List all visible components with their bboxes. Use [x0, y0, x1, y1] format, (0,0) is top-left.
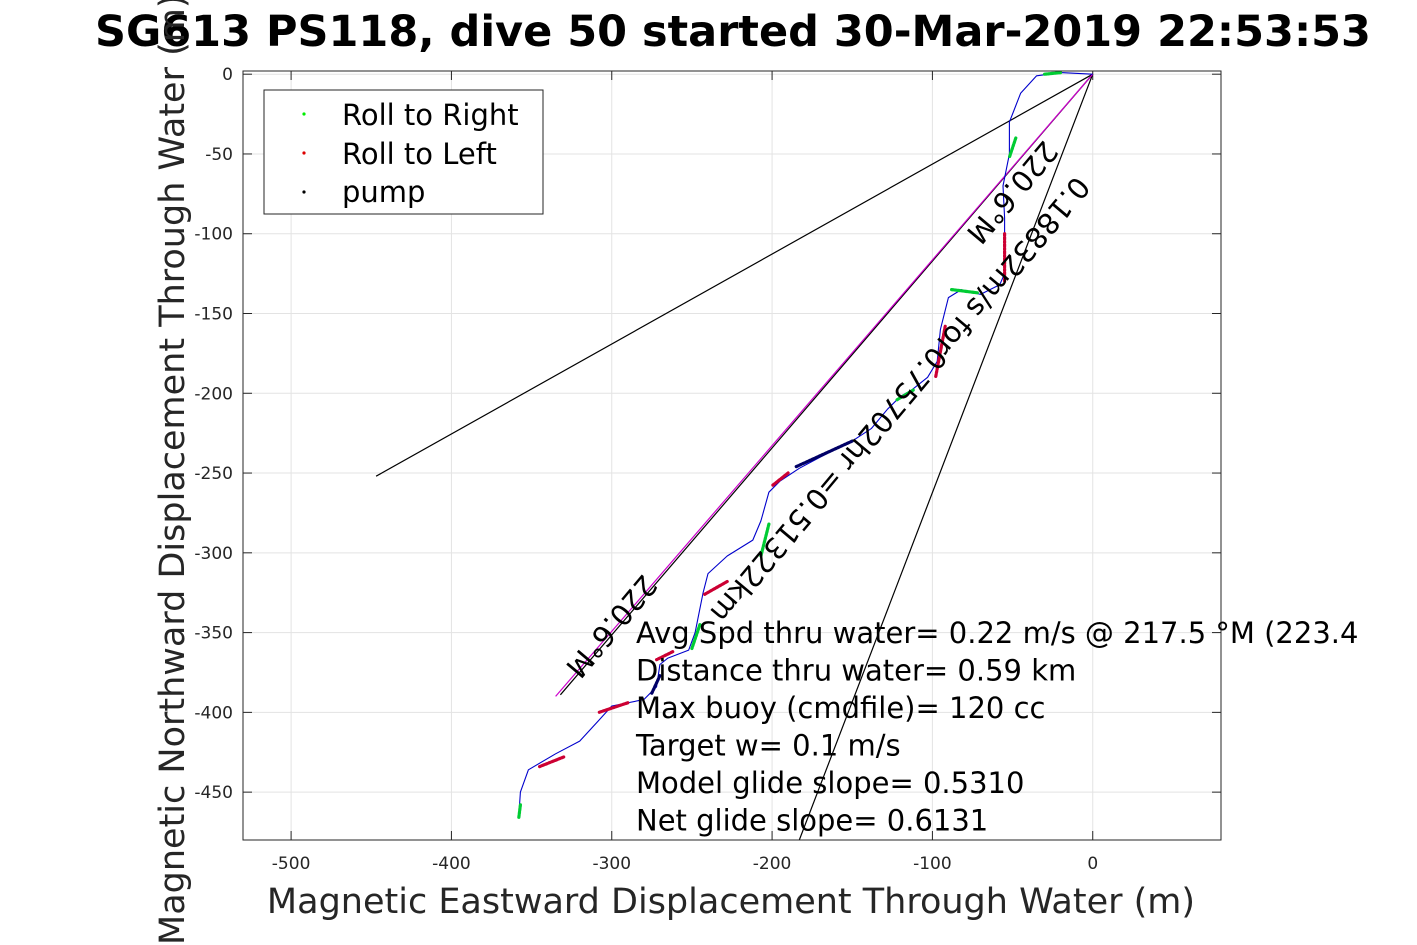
roll-left-segment	[597, 701, 630, 715]
y-tick-label: -350	[194, 624, 233, 644]
roll-left-segment	[537, 755, 566, 769]
legend-marker-pump	[302, 190, 306, 194]
stats-line: Max buoy (cmdfile)= 120 cc	[636, 691, 1045, 725]
x-tick-label: -400	[432, 854, 471, 874]
legend-label-roll-left: Roll to Left	[342, 137, 497, 171]
stats-line: Target w= 0.1 m/s	[635, 729, 901, 763]
y-tick-label: -400	[194, 703, 233, 723]
roll-left-segment	[654, 650, 675, 662]
pump-segment	[794, 439, 854, 469]
x-tick-label: -300	[592, 854, 631, 874]
y-tick-label: -300	[194, 544, 233, 564]
roll-right-segment	[690, 622, 702, 651]
reference-line	[798, 73, 1094, 840]
y-tick-label: -100	[194, 225, 233, 245]
x-tick-label: -100	[913, 854, 952, 874]
roll-right-segment	[1042, 71, 1063, 76]
x-tick-label: 0	[1087, 854, 1098, 874]
legend-marker-roll-left	[302, 151, 306, 155]
plot-area	[375, 71, 1094, 840]
y-tick-label: -200	[194, 384, 233, 404]
chart-title: SG613 PS118, dive 50 started 30-Mar-2019…	[95, 7, 1371, 57]
stats-annotations: Avg Spd thru water= 0.22 m/s @ 217.5 °M …	[635, 616, 1358, 838]
legend-box	[263, 89, 544, 215]
y-tick-label: -250	[194, 464, 233, 484]
roll-right-segment	[517, 803, 523, 820]
y-tick-label: -150	[194, 305, 233, 325]
roll-right-segment	[759, 522, 771, 558]
legend-label-pump: pump	[342, 175, 425, 209]
roll-left-segment	[933, 324, 947, 379]
y-ticks: 0 -50 -100 -150 -200 -250 -300 -350 -400 -450	[194, 65, 1221, 803]
y-axis-label: Magnetic Northward Displacement Through …	[153, 0, 193, 945]
roll-left-segment	[770, 471, 790, 488]
pump-segment	[650, 674, 662, 695]
x-tick-label: -200	[753, 854, 792, 874]
roll-left-segment	[703, 579, 729, 596]
roll-segments	[517, 71, 1063, 820]
x-ticks: -500 -400 -300 -200 -100 0	[272, 71, 1098, 874]
stats-line: Net glide slope= 0.6131	[636, 804, 988, 838]
roll-right-segment	[1007, 136, 1018, 159]
x-axis-label: Magnetic Eastward Displacement Through W…	[267, 882, 1195, 922]
x-tick-label: -500	[272, 854, 311, 874]
roll-right-segment	[949, 288, 979, 295]
legend-label-roll-right: Roll to Right	[342, 98, 519, 132]
stats-line: Model glide slope= 0.5310	[636, 766, 1024, 800]
plot-frame	[242, 70, 1222, 841]
y-tick-label: -450	[194, 783, 233, 803]
y-tick-label: -50	[205, 145, 233, 165]
reference-lines	[375, 73, 1094, 840]
stats-line: Avg Spd thru water= 0.22 m/s @ 217.5 °M …	[636, 616, 1358, 650]
legend-marker-roll-right	[302, 112, 306, 116]
roll-right-segment	[895, 388, 915, 402]
stats-line: Distance thru water= 0.59 km	[636, 654, 1076, 688]
legend: Roll to Right Roll to Left pump	[263, 89, 544, 215]
reference-line	[555, 73, 1094, 697]
y-tick-label: 0	[222, 65, 233, 85]
reference-line	[375, 73, 1093, 477]
